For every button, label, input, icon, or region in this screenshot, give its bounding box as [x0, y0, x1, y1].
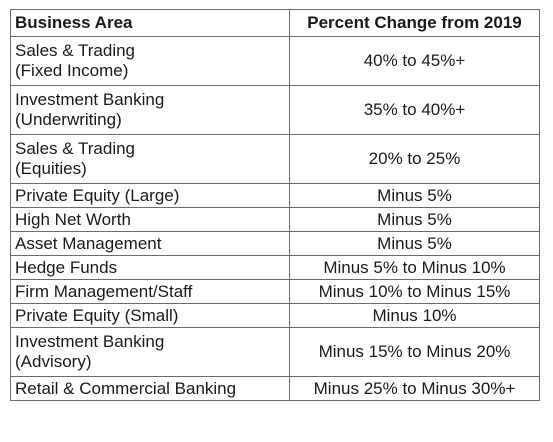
- business-area-text: Firm Management/Staff: [15, 281, 193, 301]
- table-row: Firm Management/Staff Minus 10% to Minus …: [10, 279, 540, 304]
- business-area-text: (Underwriting): [15, 110, 122, 129]
- business-area-text: Investment Banking: [15, 90, 165, 109]
- business-area-cell: Sales & Trading (Fixed Income): [10, 36, 290, 86]
- table-row: Hedge Funds Minus 5% to Minus 10%: [10, 255, 540, 280]
- percent-change-cell: Minus 5%: [289, 207, 540, 232]
- table-row: Retail & Commercial Banking Minus 25% to …: [10, 376, 540, 401]
- business-area-cell: Investment Banking (Advisory): [10, 327, 290, 377]
- percent-change-cell: Minus 5% to Minus 10%: [289, 255, 540, 280]
- table-row: Private Equity (Large) Minus 5%: [10, 183, 540, 208]
- table-body: Sales & Trading (Fixed Income) 40% to 45%+…: [10, 36, 540, 401]
- business-area-text: Asset Management: [15, 233, 162, 253]
- business-area-text: Private Equity (Large): [15, 185, 180, 205]
- table-row: Investment Banking (Underwriting) 35% to 4…: [10, 85, 540, 135]
- business-area-cell: Private Equity (Small): [10, 303, 290, 328]
- table-row: High Net Worth Minus 5%: [10, 207, 540, 232]
- table-row: Private Equity (Small) Minus 10%: [10, 303, 540, 328]
- header-percent-change: Percent Change from 2019: [289, 9, 540, 37]
- percent-change-cell: Minus 5%: [289, 183, 540, 208]
- table-container: Business Area Percent Change from 2019 S…: [10, 9, 540, 401]
- percent-change-cell: Minus 10%: [289, 303, 540, 328]
- percent-change-cell: Minus 15% to Minus 20%: [289, 327, 540, 377]
- business-area-cell: Private Equity (Large): [10, 183, 290, 208]
- business-area-cell: Investment Banking (Underwriting): [10, 85, 290, 135]
- business-area-text: (Equities): [15, 159, 87, 178]
- business-area-table: Business Area Percent Change from 2019 S…: [10, 9, 540, 401]
- table-row: Asset Management Minus 5%: [10, 231, 540, 256]
- business-area-cell: Hedge Funds: [10, 255, 290, 280]
- percent-change-cell: Minus 10% to Minus 15%: [289, 279, 540, 304]
- percent-change-cell: 20% to 25%: [289, 134, 540, 184]
- table-row: Investment Banking (Advisory) Minus 15% to…: [10, 327, 540, 377]
- business-area-cell: Asset Management: [10, 231, 290, 256]
- percent-change-cell: Minus 25% to Minus 30%+: [289, 376, 540, 401]
- header-business-area: Business Area: [10, 9, 290, 37]
- business-area-cell: Retail & Commercial Banking: [10, 376, 290, 401]
- percent-change-cell: 35% to 40%+: [289, 85, 540, 135]
- percent-change-cell: 40% to 45%+: [289, 36, 540, 86]
- percent-change-cell: Minus 5%: [289, 231, 540, 256]
- business-area-text: (Fixed Income): [15, 61, 129, 80]
- business-area-text: Private Equity (Small): [15, 305, 179, 325]
- header-row: Business Area Percent Change from 2019: [10, 9, 540, 37]
- business-area-text: High Net Worth: [15, 209, 131, 229]
- table-row: Sales & Trading (Equities) 20% to 25%: [10, 134, 540, 184]
- business-area-cell: Sales & Trading (Equities): [10, 134, 290, 184]
- business-area-text: Investment Banking: [15, 332, 165, 351]
- business-area-text: Sales & Trading: [15, 139, 136, 158]
- business-area-text: Retail & Commercial Banking: [15, 378, 237, 398]
- table-row: Sales & Trading (Fixed Income) 40% to 45%+: [10, 36, 540, 86]
- business-area-text: Hedge Funds: [15, 257, 118, 277]
- business-area-cell: High Net Worth: [10, 207, 290, 232]
- business-area-text: (Advisory): [15, 352, 92, 371]
- business-area-cell: Firm Management/Staff: [10, 279, 290, 304]
- business-area-text: Sales & Trading: [15, 41, 136, 60]
